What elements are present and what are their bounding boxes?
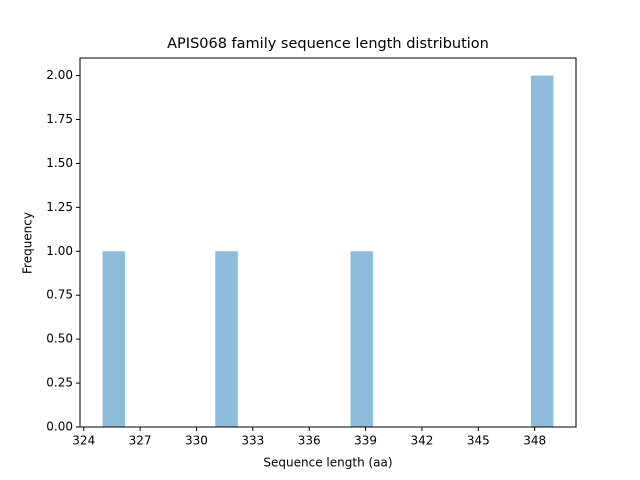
x-tick-label: 336 xyxy=(298,434,321,448)
x-tick-label: 324 xyxy=(72,434,95,448)
y-tick-label: 1.00 xyxy=(46,244,73,258)
x-tick-label: 330 xyxy=(185,434,208,448)
y-tick-label: 2.00 xyxy=(46,68,73,82)
y-axis-label: Frequency xyxy=(21,212,35,274)
y-tick-label: 1.75 xyxy=(46,112,73,126)
x-tick-label: 333 xyxy=(241,434,264,448)
y-tick-label: 0.50 xyxy=(46,332,73,346)
y-tick-label: 0.25 xyxy=(46,376,73,390)
y-tick-label: 0.00 xyxy=(46,420,73,434)
x-axis-label: Sequence length (aa) xyxy=(263,456,392,470)
chart-title: APIS068 family sequence length distribut… xyxy=(167,36,489,52)
y-tick-label: 0.75 xyxy=(46,288,73,302)
axes-frame xyxy=(79,57,577,428)
bar xyxy=(215,251,238,427)
x-tick-label: 345 xyxy=(467,434,490,448)
bar xyxy=(530,75,554,428)
x-tick-label: 339 xyxy=(354,434,377,448)
y-tick-label: 1.50 xyxy=(46,156,73,170)
x-tick-label: 348 xyxy=(523,434,546,448)
x-tick-label: 342 xyxy=(410,434,433,448)
bar xyxy=(350,251,374,427)
bar xyxy=(102,251,126,427)
x-tick-label: 327 xyxy=(129,434,152,448)
y-tick-label: 1.25 xyxy=(46,200,73,214)
